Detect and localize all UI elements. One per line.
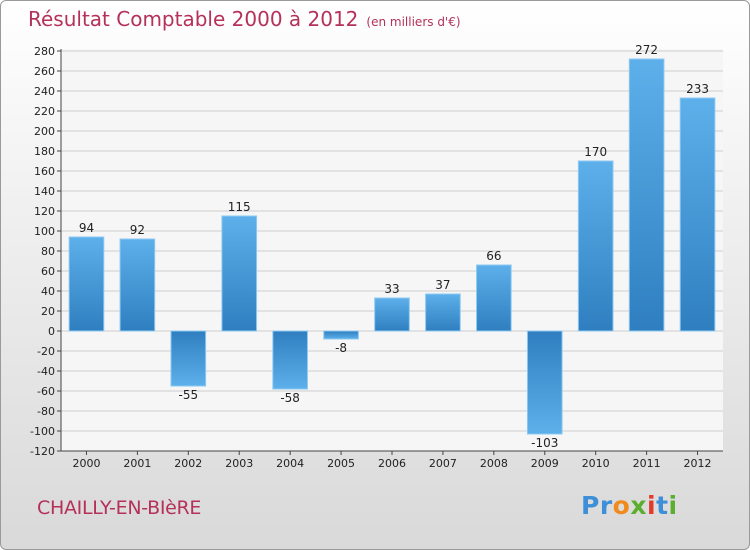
bar-2008[interactable] (476, 264, 512, 332)
data-label-2004: -58 (280, 391, 300, 405)
x-tick-label: 2001 (123, 457, 151, 470)
grid-lines (61, 50, 723, 452)
x-tick-label: 2007 (429, 457, 457, 470)
data-label-2005: -8 (335, 341, 347, 355)
bar-2009[interactable] (526, 330, 563, 435)
labels: 94 92 -55 115 -58 -8 33 37 66 -103 170 272 233 (79, 43, 709, 450)
axes: -120 -100 -80 -60 -40 -20 0 20 40 60 80 100 120 140 16… (30, 45, 723, 470)
x-tick-label: 2012 (684, 457, 712, 470)
x-tick-label: 2009 (531, 457, 559, 470)
y-tick-label: -100 (30, 425, 55, 438)
data-label-2001: 92 (130, 223, 145, 237)
bar-2003[interactable] (221, 215, 258, 332)
logo-letter: i (668, 491, 678, 520)
bar-2007[interactable] (425, 293, 461, 332)
logo-letter: i (647, 491, 657, 520)
x-tick-label: 2008 (480, 457, 508, 470)
y-tick-label: -40 (37, 365, 55, 378)
chart-title: Résultat Comptable 2000 à 2012 (en millie… (28, 7, 461, 31)
y-tick-label: 220 (34, 105, 55, 118)
data-label-2010: 170 (584, 145, 607, 159)
logo-letter: x (630, 491, 647, 520)
bar-2005[interactable] (323, 330, 359, 340)
data-label-2002: -55 (179, 388, 199, 402)
commune-name: CHAILLY-EN-BIèRE (37, 497, 202, 519)
y-tick-label: -20 (37, 345, 55, 358)
logo-letter: r (599, 491, 613, 520)
y-tick-label: 60 (41, 265, 55, 278)
data-label-2006: 33 (384, 282, 399, 296)
y-tick-label: 120 (34, 205, 55, 218)
x-tick-label: 2006 (378, 457, 406, 470)
y-tick-label: 280 (34, 45, 55, 58)
data-label-2009: -103 (531, 436, 558, 450)
bar-2004[interactable] (272, 330, 308, 390)
logo-letter: o (612, 491, 631, 520)
x-tick-label: 2002 (174, 457, 202, 470)
data-label-2012: 233 (686, 82, 709, 96)
data-label-2008: 66 (486, 249, 501, 263)
bar-2002[interactable] (170, 330, 207, 387)
bar-2001[interactable] (119, 238, 156, 332)
y-tick-label: 140 (34, 185, 55, 198)
x-tick-label: 2003 (225, 457, 253, 470)
y-tick-label: -120 (30, 445, 55, 458)
y-tick-label: 200 (34, 125, 55, 138)
y-tick-label: -80 (37, 405, 55, 418)
proxiti-logo[interactable]: Proxiti (581, 491, 678, 520)
y-tick-label: 80 (41, 245, 55, 258)
y-tick-label: 240 (34, 85, 55, 98)
data-label-2000: 94 (79, 221, 94, 235)
x-tick-label: 2010 (582, 457, 610, 470)
y-tick-label: 0 (48, 325, 55, 338)
y-tick-label: 160 (34, 165, 55, 178)
bar-2006[interactable] (374, 297, 410, 332)
chart-title-text: Résultat Comptable 2000 à 2012 (28, 7, 359, 31)
y-tick-label: 20 (41, 305, 55, 318)
logo-letter: P (581, 491, 600, 520)
bar-2010[interactable] (577, 160, 614, 332)
y-tick-label: 180 (34, 145, 55, 158)
bar-2012[interactable] (679, 97, 716, 332)
x-tick-label: 2000 (72, 457, 100, 470)
x-tick-label: 2004 (276, 457, 304, 470)
logo-letter: t (656, 491, 669, 520)
y-tick-label: 260 (34, 65, 55, 78)
bar-2011[interactable] (628, 58, 665, 332)
y-tick-label: -60 (37, 385, 55, 398)
bar-2000[interactable] (68, 236, 105, 332)
x-tick-label: 2011 (633, 457, 661, 470)
data-label-2007: 37 (435, 278, 450, 292)
y-tick-label: 100 (34, 225, 55, 238)
x-tick-label: 2005 (327, 457, 355, 470)
data-label-2011: 272 (635, 43, 658, 57)
bars (68, 58, 716, 435)
chart-subtitle: (en milliers d'€) (366, 15, 461, 29)
data-label-2003: 115 (228, 200, 251, 214)
y-tick-label: 40 (41, 285, 55, 298)
